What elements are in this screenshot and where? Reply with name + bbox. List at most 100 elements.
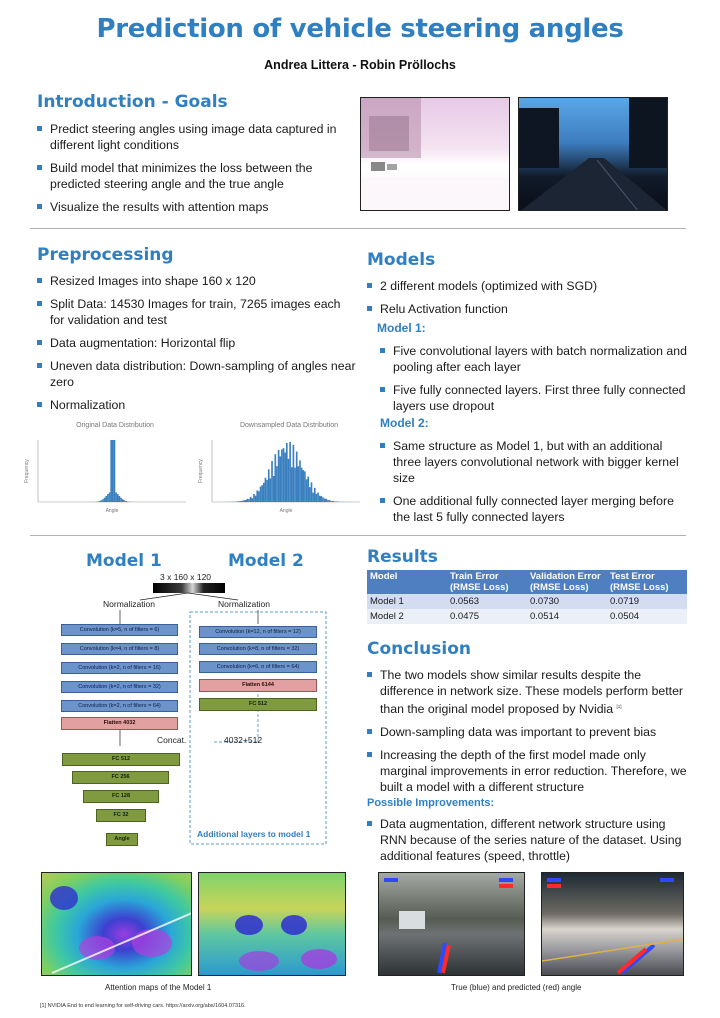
histogram-bar xyxy=(279,456,282,502)
histogram-bar xyxy=(295,451,298,502)
histogram-bar xyxy=(113,440,116,502)
downsampled-distribution-histogram: Angle Frequency xyxy=(198,440,360,514)
histogram-bar xyxy=(112,440,114,502)
prediction-photo-1 xyxy=(378,872,525,976)
histogram-bar xyxy=(300,467,303,502)
preprocessing-bullets: Resized Images into shape 160 x 120 Spli… xyxy=(37,273,357,420)
improvements-bullets: Data augmentation, different network str… xyxy=(367,816,693,871)
x-axis-label: Angle xyxy=(106,508,119,514)
models-bullet: 2 different models (optimized with SGD) xyxy=(367,278,692,294)
histogram-bar xyxy=(315,493,318,502)
results-row: Model 1 0.0563 0.0730 0.0719 xyxy=(367,594,687,609)
norm-right-label: Normalization xyxy=(218,599,270,609)
histogram-bar xyxy=(103,497,106,502)
histogram-bar xyxy=(277,449,280,502)
concat-value: 4032+512 xyxy=(224,735,263,745)
histogram-bar xyxy=(272,476,275,502)
model1-flatten-layer: Flatten 4032 xyxy=(61,717,178,730)
histogram-bar xyxy=(292,444,295,502)
fc-layer: FC 128 xyxy=(83,790,159,803)
model1-conv-layer: Convolution (k=2, n of filters = 64) xyxy=(61,700,178,712)
histogram-bar xyxy=(320,496,323,502)
intro-bullet: Visualize the results with attention map… xyxy=(37,199,357,215)
histogram-bar xyxy=(266,479,268,502)
model1-heading: Model 1: xyxy=(377,321,426,335)
histogram-bar xyxy=(125,501,127,502)
input-shape-label: 3 x 160 x 120 xyxy=(160,572,212,582)
histogram-bar xyxy=(286,443,288,502)
histogram-bar xyxy=(107,494,109,502)
preprocessing-bullet: Uneven data distribution: Down-sampling … xyxy=(37,358,357,390)
dark-road-photo xyxy=(518,97,668,211)
model1-conv-layer: Convolution (k=4, n of filters = 8) xyxy=(61,643,178,655)
histogram-bar xyxy=(302,470,305,502)
x-axis-label: Angle xyxy=(280,508,293,514)
histogram-bar xyxy=(274,454,277,502)
histogram-bar xyxy=(282,448,285,502)
input-image-strip xyxy=(153,583,225,593)
results-cell: 0.0719 xyxy=(607,594,687,609)
results-cell: Model 2 xyxy=(367,609,447,624)
intro-bullets: Predict steering angles using image data… xyxy=(37,121,357,222)
preprocessing-heading: Preprocessing xyxy=(37,245,174,265)
conclusion-bullet: Increasing the depth of the first model … xyxy=(367,747,693,795)
histogram-bar xyxy=(281,449,283,502)
histogram-bar xyxy=(246,498,249,502)
histogram-bar xyxy=(333,501,336,502)
histogram-bar xyxy=(330,501,333,502)
footnote: [1] NVIDIA End to end learning for self-… xyxy=(40,1003,246,1009)
results-heading: Results xyxy=(367,547,438,567)
model2-conv-layer: Convolution (k=6, n of filters = 64) xyxy=(199,661,317,673)
histogram-bar xyxy=(290,467,293,502)
histogram-bar xyxy=(108,492,111,502)
attention-map-1 xyxy=(41,872,192,976)
prediction-photo-2 xyxy=(541,872,684,976)
fc-layer: FC 512 xyxy=(62,753,180,766)
histogram-bar xyxy=(239,501,242,502)
histogram-bar xyxy=(335,501,337,502)
histogram-bar xyxy=(307,476,310,502)
citation-ref: [1] xyxy=(616,704,622,709)
histogram-bar xyxy=(238,501,240,502)
predictions-caption: True (blue) and predicted (red) angle xyxy=(451,983,582,992)
histogram-bar xyxy=(261,485,263,502)
histogram-bar xyxy=(267,469,270,502)
results-col-header: Validation Error (RMSE Loss) xyxy=(527,570,607,594)
histogram-bar xyxy=(120,497,122,502)
histogram-bar xyxy=(284,452,286,502)
model1-conv-layer: Convolution (k=2, n of filters = 32) xyxy=(61,681,178,693)
model1-bullets: Five convolutional layers with batch nor… xyxy=(380,343,690,421)
diagram-model2-label: Model 2 xyxy=(228,551,304,571)
histogram-bar xyxy=(110,440,112,502)
histogram-bar xyxy=(269,478,272,502)
model2-conv-layer: Convolution (k=12, n of filters = 12) xyxy=(199,626,317,638)
models-heading: Models xyxy=(367,250,436,270)
results-col-header: Test Error (RMSE Loss) xyxy=(607,570,687,594)
histogram-bar xyxy=(251,498,254,502)
results-cell: 0.0730 xyxy=(527,594,607,609)
histogram-bar xyxy=(248,499,250,502)
histogram-bar xyxy=(264,477,267,502)
histogram-bar xyxy=(299,460,301,502)
histogram-bar xyxy=(116,494,119,502)
histogram-bar xyxy=(287,458,290,502)
histogram-bar xyxy=(271,461,273,502)
model1-bullet: Five fully connected layers. First three… xyxy=(380,382,690,414)
histogram-bar xyxy=(328,500,331,502)
histogram-bar xyxy=(258,491,260,502)
histogram-bar xyxy=(115,492,117,502)
conclusion-bullet-text: The two models show similar results desp… xyxy=(380,668,684,717)
models-bullets: 2 different models (optimized with SGD) … xyxy=(367,278,692,324)
histogram-bar xyxy=(241,500,244,502)
histogram-bar xyxy=(276,466,278,502)
hist1-title: Original Data Distribution xyxy=(76,422,154,429)
results-row: Model 2 0.0475 0.0514 0.0504 xyxy=(367,609,687,624)
histogram-bar xyxy=(310,482,313,502)
results-cell: 0.0475 xyxy=(447,609,527,624)
histogram-bar xyxy=(297,466,300,502)
model2-bullet: Same structure as Model 1, but with an a… xyxy=(380,438,692,486)
histogram-bar xyxy=(118,495,121,502)
preprocessing-bullet: Normalization xyxy=(37,397,357,413)
histogram-bar xyxy=(317,492,319,502)
